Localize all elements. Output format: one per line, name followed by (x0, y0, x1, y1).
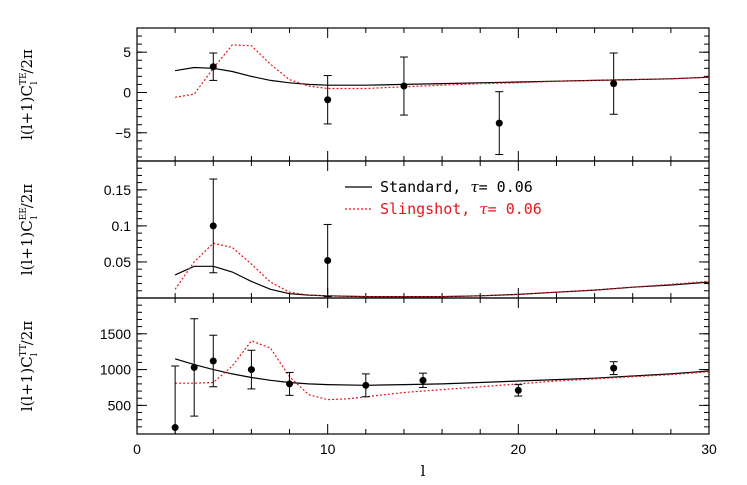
data-point (400, 82, 408, 90)
y-tick-label: 0 (123, 84, 131, 100)
panel-te: −5 0 5 l(l+1)CTEl/2π (18, 27, 710, 162)
data-point (209, 357, 217, 365)
series-line-slingshot (175, 340, 709, 401)
series-line-standard (174, 265, 709, 298)
legend-entry-text: Slingshot, τ= 0.06 (380, 200, 542, 218)
x-tick-label: 20 (511, 441, 527, 457)
x-tick-label: 10 (320, 441, 336, 457)
y-tick-label: 0.15 (104, 182, 131, 198)
data-point (324, 96, 332, 104)
data-point (171, 424, 179, 432)
series-line-standard (175, 66, 709, 86)
y-axis-label: l(l+1)CEEl/2π (18, 184, 40, 276)
series-line-slingshot (174, 242, 709, 298)
panel-tt: 500 1000 1500 0 10 20 30 l l(l+1)CTTl/2π (18, 297, 717, 480)
y-tick-label: 1000 (100, 362, 131, 378)
data-point (209, 222, 217, 230)
data-point (610, 364, 618, 372)
legend-entry-text: Standard, τ= 0.06 (380, 178, 533, 196)
data-point (286, 380, 294, 388)
y-tick-label: 5 (123, 44, 131, 60)
y-tick-label: −5 (115, 125, 131, 141)
series-line-standard (174, 358, 709, 386)
x-tick-label: 30 (701, 441, 717, 457)
data-point (514, 386, 522, 394)
y-tick-label: 1500 (100, 326, 131, 342)
x-tick-label: 0 (133, 441, 141, 457)
panel-frame (136, 297, 710, 435)
data-point (419, 376, 427, 384)
data-point (190, 363, 198, 371)
y-tick-label: 500 (108, 397, 132, 413)
panel-ee: 0.05 0.1 0.15 l(l+1)CEEl/2π Standard, τ= 0.0… (18, 160, 710, 299)
y-tick-label: 0.05 (104, 254, 131, 270)
data-point (247, 366, 255, 374)
y-axis-label: l(l+1)CTEl/2π (18, 49, 40, 140)
series-line-slingshot (175, 44, 709, 98)
data-point (362, 381, 370, 389)
panel-frame (136, 27, 710, 162)
x-axis-label: l (421, 462, 426, 480)
data-point (610, 80, 618, 88)
data-point (209, 63, 217, 71)
y-axis-label: l(l+1)CTTl/2π (18, 321, 40, 412)
data-point (324, 257, 332, 265)
data-point (495, 119, 503, 127)
y-tick-label: 0.1 (112, 218, 132, 234)
